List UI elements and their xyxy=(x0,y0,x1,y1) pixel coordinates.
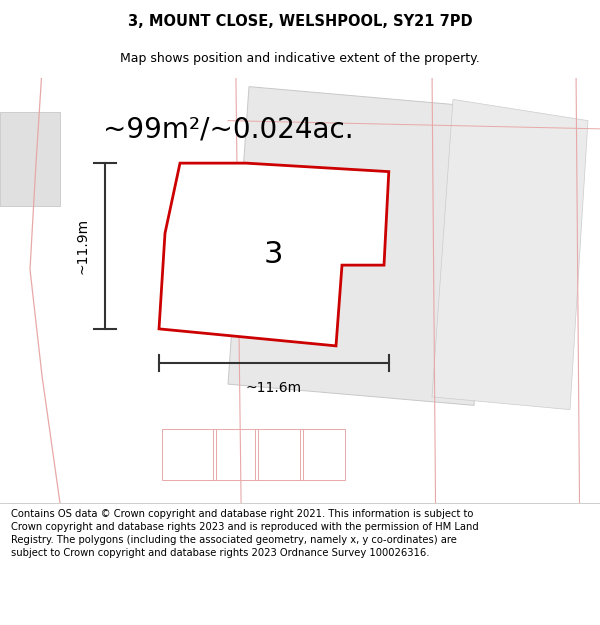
Text: ~99m²/~0.024ac.: ~99m²/~0.024ac. xyxy=(103,115,353,143)
Polygon shape xyxy=(228,87,492,406)
Text: 3, MOUNT CLOSE, WELSHPOOL, SY21 7PD: 3, MOUNT CLOSE, WELSHPOOL, SY21 7PD xyxy=(128,14,472,29)
Polygon shape xyxy=(432,99,588,409)
Text: Contains OS data © Crown copyright and database right 2021. This information is : Contains OS data © Crown copyright and d… xyxy=(11,509,479,558)
Text: ~11.9m: ~11.9m xyxy=(75,218,89,274)
Text: Map shows position and indicative extent of the property.: Map shows position and indicative extent… xyxy=(120,52,480,65)
Text: ~11.6m: ~11.6m xyxy=(246,381,302,396)
Polygon shape xyxy=(0,112,60,206)
Text: 3: 3 xyxy=(263,240,283,269)
Polygon shape xyxy=(159,163,389,346)
